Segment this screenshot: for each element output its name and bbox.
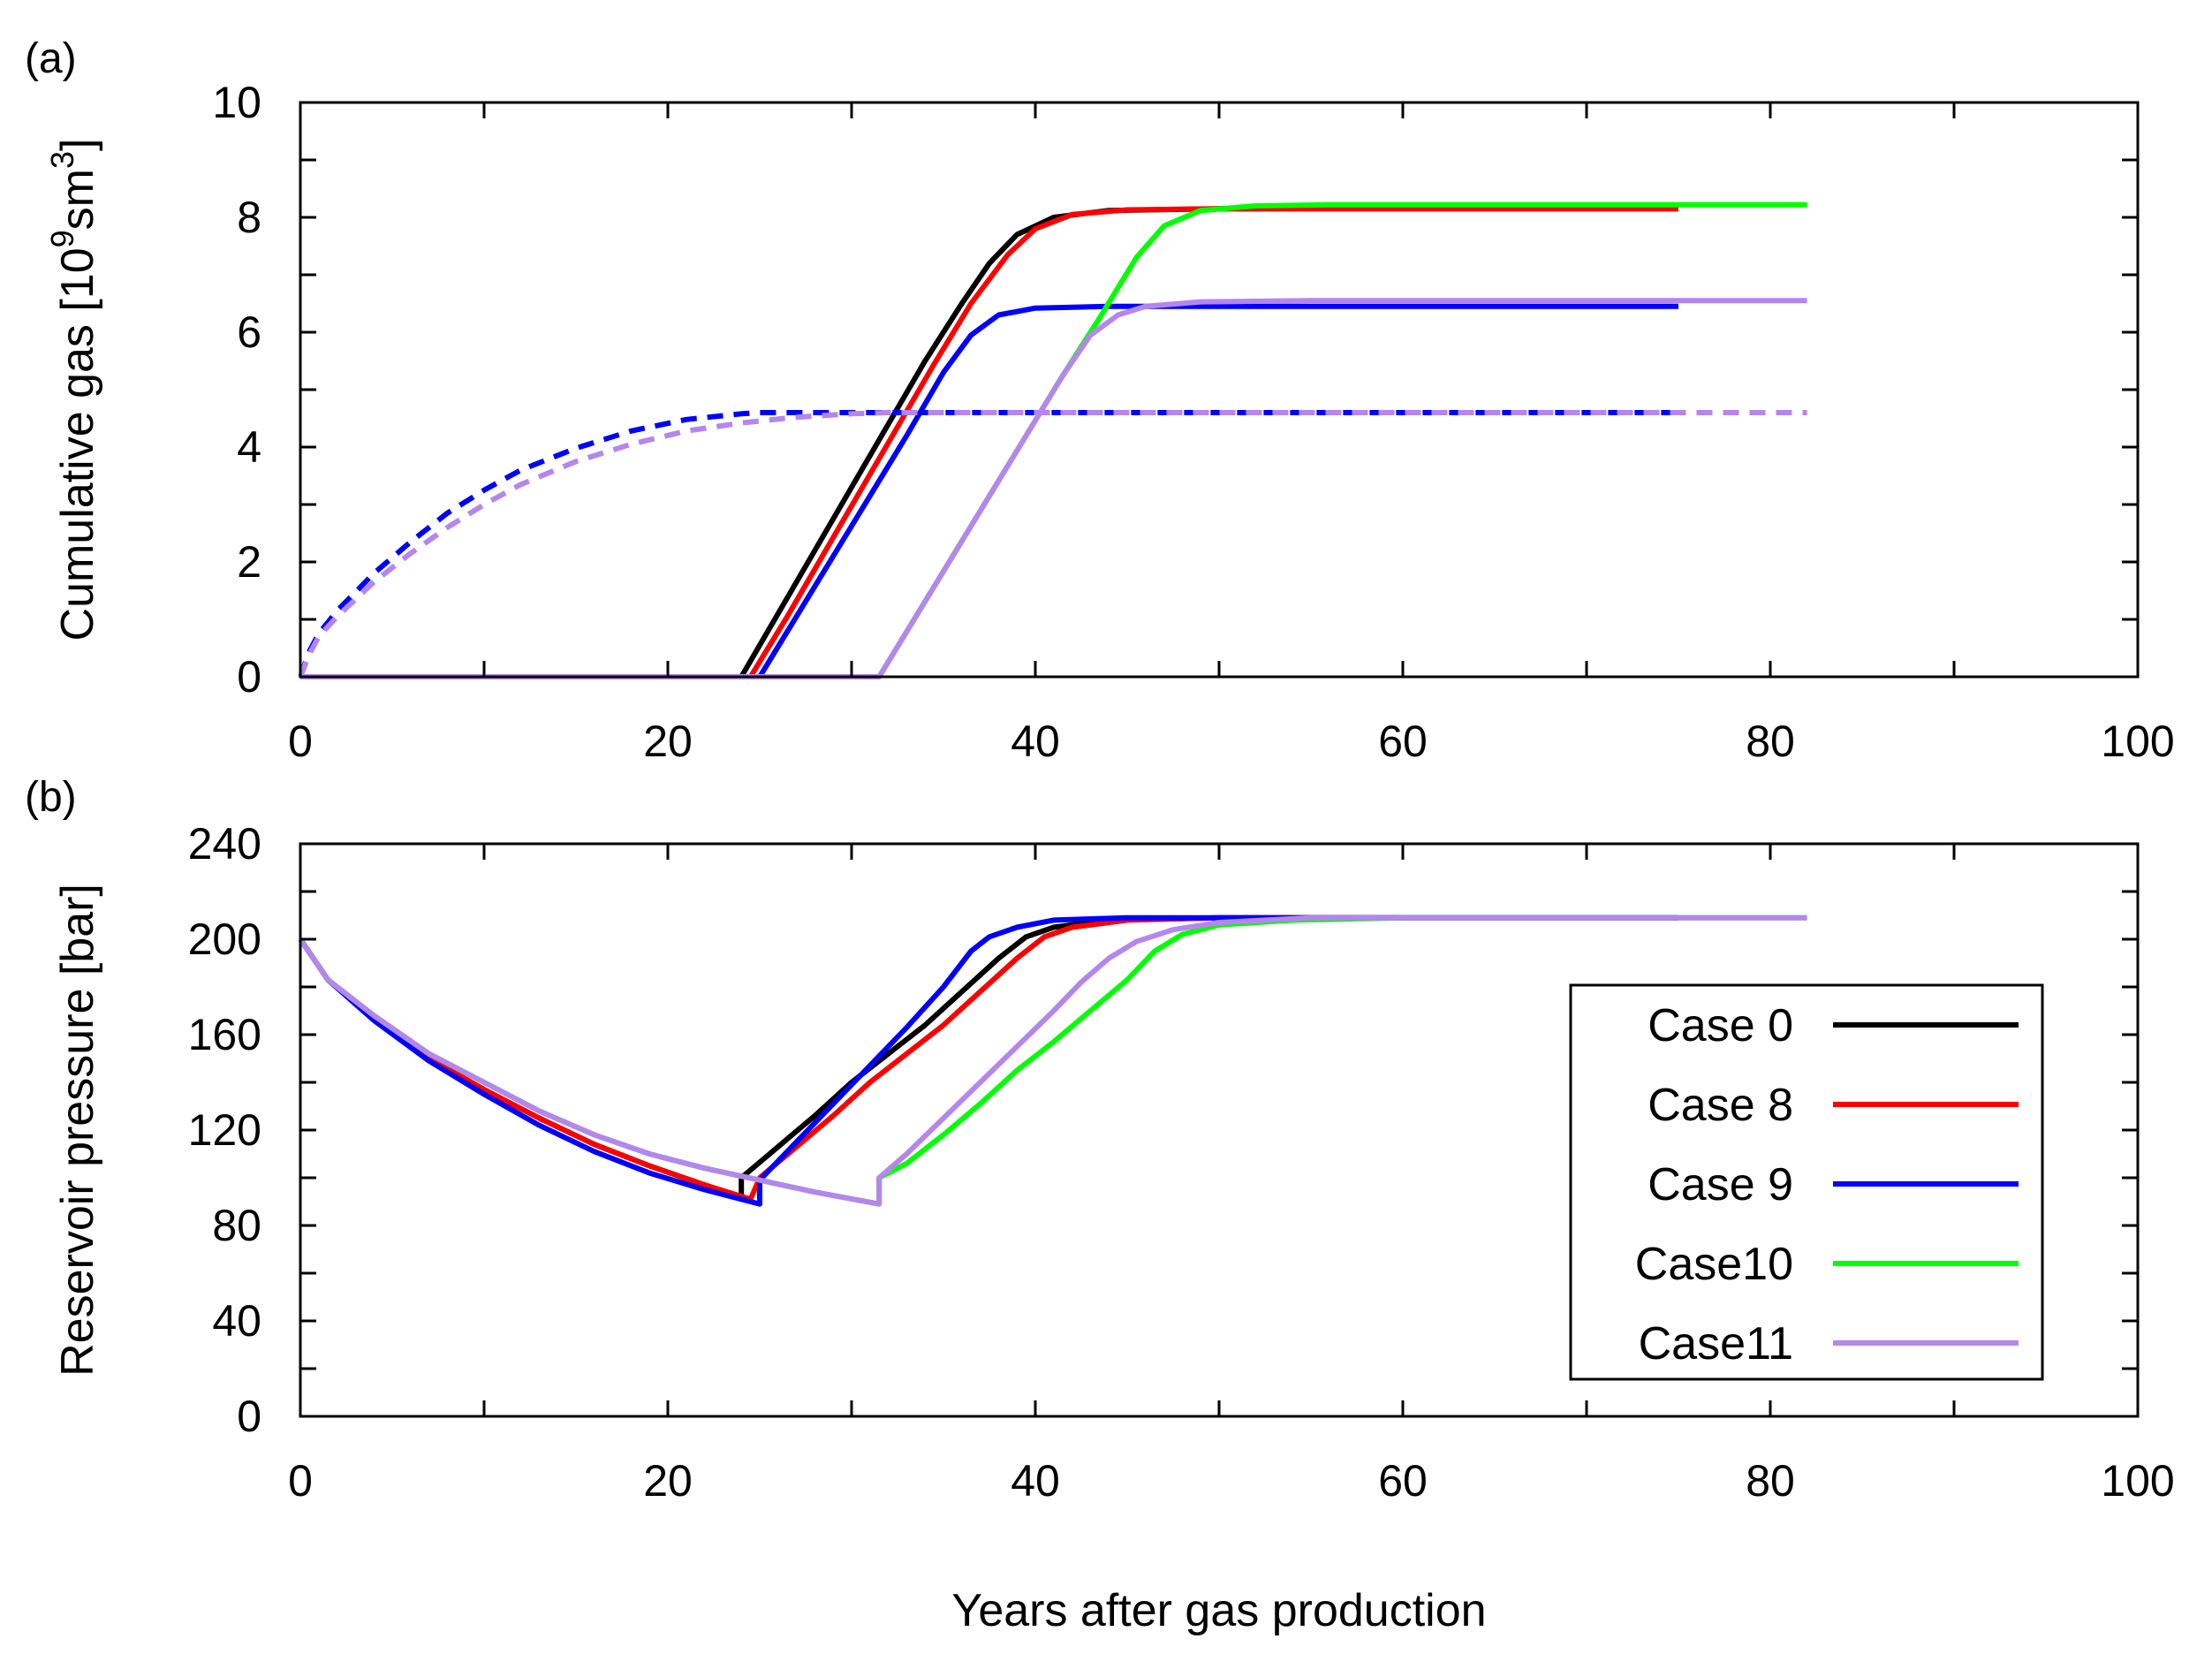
panel-a-chart: 0 20 40 60 80 100 0 2 4 6 8 10 Cumulative gas [109… (44, 78, 2175, 766)
panel-b-xtick-label: 100 (2101, 1456, 2174, 1506)
panel-a-xtick-label: 20 (643, 717, 693, 766)
panel-a-series-case-9-dashed (298, 410, 1678, 679)
panel-a-xtick-label: 0 (288, 717, 313, 766)
legend-entries: Case 0 Case 8 Case 9 Case10 Case11 (1635, 1000, 2019, 1369)
panel-b-ylabel: Reservoir pressure [bar] (52, 884, 103, 1377)
panel-b-yticks: 0 40 80 120 160 200 240 (188, 819, 2138, 1441)
panel-a-ytick-label: 10 (212, 78, 261, 127)
legend-label-case11: Case11 (1639, 1318, 1793, 1369)
panel-a-ytick-label: 6 (237, 307, 261, 357)
panel-a-series-case11-dashed (298, 410, 1807, 679)
x-axis-label: Years after gas production (951, 1585, 1486, 1636)
panel-a-series-case10 (300, 201, 1807, 679)
panel-a-xtick-label: 40 (1011, 717, 1060, 766)
panel-a-xticks: 0 20 40 60 80 100 (288, 102, 2175, 766)
panel-b-ytick-label: 0 (237, 1392, 261, 1441)
panel-a-ytick-label: 2 (237, 537, 261, 587)
legend-label-case-0: Case 0 (1648, 1000, 1793, 1051)
panel-b-xtick-label: 60 (1378, 1456, 1428, 1506)
panel-a-ytick-label: 4 (237, 422, 261, 472)
panel-b-chart: 0 20 40 60 80 100 0 40 80 120 160 200 240 Reservoir… (52, 819, 2175, 1506)
panel-b-ytick-label: 200 (188, 914, 261, 964)
panel-b-xticks: 0 20 40 60 80 100 (288, 844, 2175, 1506)
panel-b-series-case-8 (298, 914, 1678, 1203)
panel-a-label: (a) (25, 35, 77, 82)
panel-b-ytick-label: 160 (188, 1010, 261, 1059)
panel-a-frame (299, 101, 2140, 679)
legend-label-case-8: Case 8 (1648, 1080, 1793, 1131)
panel-a-xtick-label: 100 (2101, 717, 2174, 766)
panel-b-ytick-label: 80 (212, 1201, 261, 1250)
panel-a-series-case-8 (300, 206, 1678, 679)
legend: Case 0 Case 8 Case 9 Case10 Case11 (1569, 983, 2044, 1381)
panel-b-ytick-label: 120 (188, 1105, 261, 1155)
panel-a-series-case-9 (300, 303, 1678, 679)
panel-a-xtick-label: 60 (1378, 717, 1428, 766)
panel-b-xtick-label: 0 (288, 1456, 313, 1506)
panel-a-xtick-label: 80 (1746, 717, 1795, 766)
panel-b-series-case-0 (298, 914, 1678, 1200)
panel-b-series-case-9 (298, 914, 1678, 1207)
panel-a-yticks: 0 2 4 6 8 10 (212, 78, 2138, 702)
legend-label-case-9: Case 9 (1648, 1159, 1793, 1210)
panel-b-xtick-label: 80 (1746, 1456, 1795, 1506)
panel-b-ytick-label: 240 (188, 819, 261, 869)
panel-b-xtick-label: 20 (643, 1456, 693, 1506)
panel-b-label: (b) (25, 774, 77, 821)
panel-b-xtick-label: 40 (1011, 1456, 1060, 1506)
panel-a-ylabel: Cumulative gas [109sm3] (44, 139, 103, 641)
panel-a-ytick-label: 8 (237, 193, 261, 242)
panel-a-series-case11 (300, 298, 1807, 679)
panel-b-series (298, 914, 1807, 1207)
legend-label-case10: Case10 (1635, 1239, 1793, 1290)
panel-b-series-case11 (298, 914, 1807, 1207)
panel-b-ytick-label: 40 (212, 1296, 261, 1346)
panel-a-ytick-label: 0 (237, 652, 261, 702)
panel-a-series (298, 201, 1807, 679)
